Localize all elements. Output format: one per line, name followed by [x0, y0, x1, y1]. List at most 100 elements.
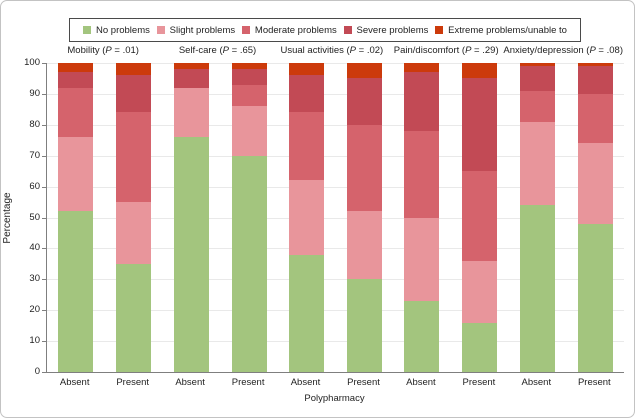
x-axis-category-labels: Absent Present Absent Present Absent Present A…	[46, 377, 623, 390]
bar-group-pain-discomfort	[393, 63, 508, 372]
bar-segment	[519, 205, 555, 372]
y-tick-mark	[42, 217, 46, 219]
bar-segment	[462, 322, 498, 372]
x-category-label: Present	[116, 377, 150, 388]
bar-segment	[116, 63, 152, 76]
legend-label: Severe problems	[356, 24, 429, 36]
bar-segment	[58, 63, 94, 73]
gridline	[47, 155, 624, 157]
p-letter: P	[589, 45, 596, 56]
legend-item: No problems	[83, 25, 150, 36]
y-tick-mark	[42, 93, 46, 95]
x-category-label: Present	[231, 377, 265, 388]
x-label-group: Absent Present	[161, 377, 276, 390]
legend-label: No problems	[96, 24, 150, 36]
bar-segment	[116, 202, 152, 264]
bar-segment	[404, 300, 440, 372]
gridline	[47, 124, 624, 126]
stacked-bar-absent	[519, 63, 555, 372]
bar-segment	[58, 87, 94, 138]
stacked-bar-present	[577, 63, 613, 372]
bar-segment	[289, 180, 325, 255]
legend-item: Extreme problems/unable to	[435, 25, 567, 36]
bar-group-self-care	[162, 63, 277, 372]
stacked-bar-present	[116, 63, 152, 372]
y-axis-tick-labels: 0 10 20 30 40 50 60 70 80 90 100	[1, 58, 40, 377]
stacked-bar-absent	[173, 63, 209, 372]
x-category-label: Absent	[521, 377, 552, 388]
x-label-group: Absent Present	[46, 377, 161, 390]
legend-swatch-icon	[435, 26, 444, 34]
y-tick-label: 60	[29, 180, 40, 192]
group-title: Anxiety/depression (P = .08)	[503, 45, 623, 56]
bar-segment	[116, 112, 152, 203]
gridline	[47, 63, 624, 64]
stacked-bar-present	[347, 63, 383, 372]
bar-segment	[289, 254, 325, 372]
stacked-bar-absent	[58, 63, 94, 372]
x-category-label: Absent	[290, 377, 321, 388]
group-title: Pain/discomfort (P = .29)	[393, 45, 499, 56]
gridline	[47, 279, 624, 281]
x-category-label: Absent	[406, 377, 436, 388]
group-title: Usual activities (P = .02)	[280, 45, 384, 56]
bar-segment	[347, 279, 383, 372]
bar-segment	[577, 223, 613, 372]
bar-segment	[519, 66, 555, 91]
x-label-group: Absent Present	[508, 377, 623, 390]
bar-segment	[577, 143, 613, 224]
x-category-label: Present	[347, 377, 380, 388]
bar-segment	[231, 106, 267, 156]
bar-segment	[577, 66, 613, 94]
x-axis-title: Polypharmacy	[304, 393, 365, 404]
bar-segment	[462, 78, 498, 172]
p-letter: P	[222, 45, 229, 56]
bar-segment	[116, 75, 152, 113]
y-tick-label: 0	[34, 366, 40, 377]
bar-segment	[404, 131, 440, 218]
y-tick-label: 90	[29, 87, 40, 99]
y-tick-label: 80	[29, 118, 40, 130]
bar-segment	[462, 171, 498, 261]
legend-item: Slight problems	[156, 25, 235, 36]
y-tick-mark	[42, 372, 46, 373]
bar-segment	[347, 124, 383, 212]
legend-item: Severe problems	[343, 24, 429, 36]
y-tick-mark	[42, 155, 46, 157]
bars-row	[47, 63, 624, 372]
bar-segment	[404, 217, 440, 301]
legend-label: Moderate problems	[254, 24, 337, 36]
bar-segment	[173, 63, 209, 70]
bar-segment	[347, 211, 383, 280]
bar-segment	[462, 260, 498, 323]
bar-segment	[289, 63, 325, 76]
p-letter: P	[465, 45, 472, 56]
plot-area	[42, 63, 624, 373]
bar-segment	[289, 112, 325, 181]
bar-segment	[347, 78, 383, 125]
y-tick-label: 50	[29, 211, 40, 223]
p-letter: P	[349, 45, 357, 56]
stacked-bar-absent	[289, 63, 325, 372]
gridline	[47, 341, 624, 343]
gridline	[47, 248, 624, 250]
bar-segment	[289, 75, 325, 113]
legend-label: Extreme problems/unable to	[448, 24, 567, 36]
gridline	[47, 93, 624, 95]
bar-segment	[58, 137, 94, 212]
bar-segment	[404, 63, 440, 73]
bar-segment	[173, 87, 209, 138]
x-category-label: Present	[462, 377, 496, 388]
bar-segment	[519, 121, 555, 206]
x-category-label: Absent	[59, 377, 90, 388]
stacked-bar-present	[462, 63, 498, 372]
bar-group-usual-activities	[278, 63, 393, 372]
legend-swatch-icon	[241, 26, 250, 34]
bar-segment	[173, 137, 209, 372]
y-tick-label: 10	[29, 335, 40, 347]
bar-segment	[173, 69, 209, 88]
bar-segment	[519, 63, 555, 67]
gridline	[47, 310, 624, 312]
group-title: Mobility (P = .01)	[67, 45, 139, 56]
